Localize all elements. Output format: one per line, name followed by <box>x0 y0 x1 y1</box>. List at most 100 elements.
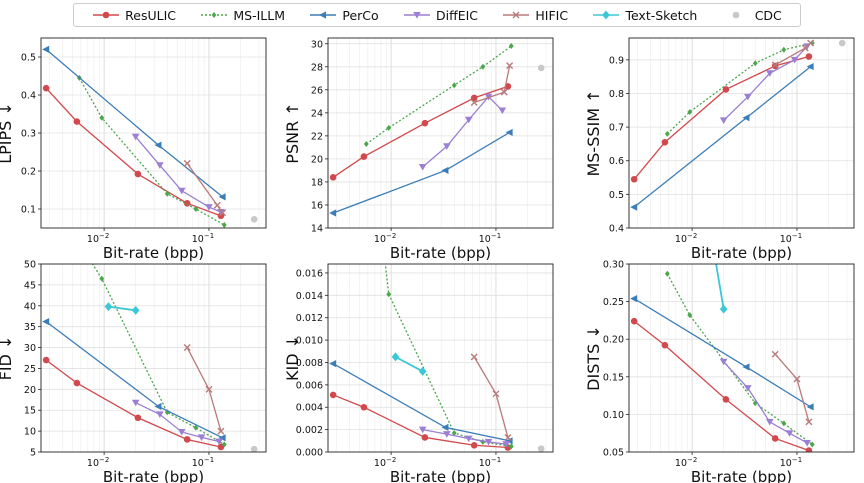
data-point <box>719 304 728 314</box>
data-point <box>470 98 478 106</box>
data-point <box>443 143 451 150</box>
data-point <box>781 420 787 427</box>
y-tick-label: 0.6 <box>609 156 624 167</box>
x-axis-label: Bit-rate (bpp) <box>103 468 204 483</box>
y-axis-label: MS-SSIM ↑ <box>584 89 603 176</box>
legend-label: DiffEIC <box>436 7 479 23</box>
y-tick-label: 10 <box>24 427 36 438</box>
data-point <box>360 403 368 411</box>
y-tick-label: 30 <box>24 343 36 354</box>
series-text-sketch <box>104 302 140 315</box>
data-point <box>719 117 728 124</box>
x-tick-label: 10−2 <box>374 456 396 469</box>
y-tick-label: 0.30 <box>603 260 624 271</box>
chart-panel-dists: 0.05 0.10 0.15 0.20 0.25 0.30 10−2 10−1Bit-rate… <box>584 260 855 483</box>
data-point <box>418 163 427 171</box>
x-tick-label: 10−2 <box>87 232 109 245</box>
data-point <box>156 411 164 418</box>
data-point <box>218 434 226 442</box>
legend-marker <box>413 12 421 19</box>
data-point <box>470 353 478 361</box>
y-tick-label: 0.2 <box>21 167 36 178</box>
series-resulic <box>42 84 225 220</box>
y-tick-label: 40 <box>24 301 36 312</box>
data-point <box>742 114 750 122</box>
y-axis-label: LPIPS ↓ <box>0 102 15 164</box>
x-tick-label: 10−1 <box>192 232 214 245</box>
y-tick-label: 0.1 <box>21 205 36 216</box>
series-line <box>91 264 225 446</box>
data-point <box>217 209 225 216</box>
y-tick-label: 45 <box>24 280 36 291</box>
series-resulic <box>630 317 813 452</box>
data-point <box>42 356 50 364</box>
data-point <box>806 403 814 411</box>
data-point <box>418 426 427 434</box>
series-perco <box>630 62 814 211</box>
y-tick-label: 24 <box>311 108 323 119</box>
data-point <box>250 445 258 452</box>
legend-label: Text-Sketch <box>625 7 698 23</box>
series-line <box>666 273 813 446</box>
y-tick-label: 22 <box>311 131 323 142</box>
legend-label: CDC <box>754 7 782 23</box>
y-axis-label: KID ↓ <box>283 335 302 381</box>
legend-label: ResULIC <box>125 7 177 23</box>
data-point <box>421 434 429 441</box>
data-point <box>806 62 814 71</box>
y-tick-label: 14 <box>311 224 323 235</box>
y-tick-label: 0.002 <box>296 425 323 436</box>
y-tick-label: 15 <box>24 406 36 417</box>
data-point <box>505 437 513 445</box>
series-line <box>384 264 512 448</box>
grid <box>629 38 854 229</box>
data-point <box>537 445 545 452</box>
legend-item-cdc: CDC <box>722 8 782 23</box>
y-tick-label: 28 <box>311 62 323 73</box>
data-point <box>805 53 813 60</box>
plot-area <box>630 39 846 211</box>
data-point <box>805 447 813 452</box>
data-point <box>421 119 429 127</box>
legend-item-hific: HIFIC <box>502 8 568 23</box>
chart-panel-kid: 0.000 0.002 0.004 0.006 0.008 0.010 0.012 0.014… <box>283 263 554 483</box>
y-tick-label: 0.20 <box>603 335 624 346</box>
data-point <box>177 187 186 195</box>
legend-label: MS-ILLM <box>233 7 286 23</box>
data-point <box>42 45 50 53</box>
y-tick-label: 25 <box>24 364 36 375</box>
series-ms-illm <box>363 43 514 147</box>
x-tick-label: 10−1 <box>192 456 214 469</box>
y-tick-label: 18 <box>311 177 323 188</box>
grid <box>629 263 854 453</box>
series-hific <box>470 62 514 106</box>
data-point <box>221 221 227 228</box>
data-point <box>500 88 508 96</box>
data-point <box>363 140 369 147</box>
data-point <box>250 215 258 223</box>
series-hific <box>183 159 227 217</box>
series-resulic <box>630 53 813 183</box>
data-point <box>805 418 813 426</box>
data-point <box>508 43 514 50</box>
series-line <box>135 136 222 213</box>
data-point <box>484 438 493 446</box>
x-tick-label: 10−2 <box>675 232 697 245</box>
legend-swatch-ms-illm <box>201 12 228 18</box>
plot-frame <box>327 263 554 453</box>
data-point <box>793 375 801 383</box>
data-point <box>418 366 427 376</box>
y-tick-label: 20 <box>311 154 323 165</box>
legend-item-ms-illm: MS-ILLM <box>200 8 285 23</box>
data-point <box>661 138 669 146</box>
data-point <box>183 344 191 352</box>
data-point <box>154 141 162 149</box>
data-point <box>197 434 206 441</box>
x-tick-label: 10−1 <box>780 232 802 245</box>
data-point <box>742 363 750 371</box>
data-point <box>183 436 191 443</box>
x-axis-label: Bit-rate (bpp) <box>691 244 792 262</box>
legend-swatch-text-sketch <box>593 10 620 20</box>
